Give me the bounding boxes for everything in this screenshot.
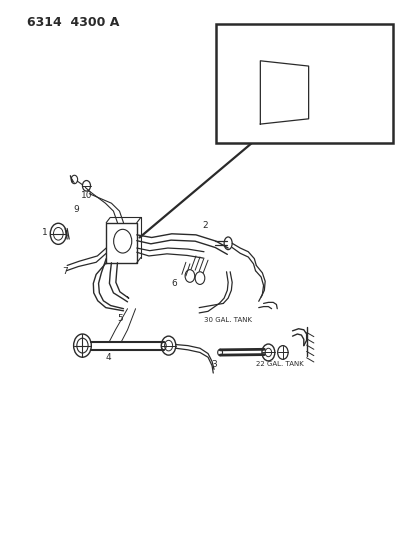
Text: 9: 9 [73,205,79,214]
Text: 22 GAL. TANK: 22 GAL. TANK [256,361,304,367]
Text: 4: 4 [105,353,111,362]
Text: 1: 1 [42,228,48,237]
Text: 30 GAL. TANK: 30 GAL. TANK [204,317,252,324]
Text: 2: 2 [202,221,208,230]
Text: 11: 11 [222,30,235,39]
Text: 6314  4300 A: 6314 4300 A [27,16,119,29]
Text: 6: 6 [172,279,177,288]
Text: 8: 8 [303,54,308,63]
Text: 10: 10 [81,191,93,200]
Text: 7: 7 [62,267,68,276]
Text: 5: 5 [118,314,123,322]
Bar [216,24,393,142]
Text: 3: 3 [211,360,217,369]
